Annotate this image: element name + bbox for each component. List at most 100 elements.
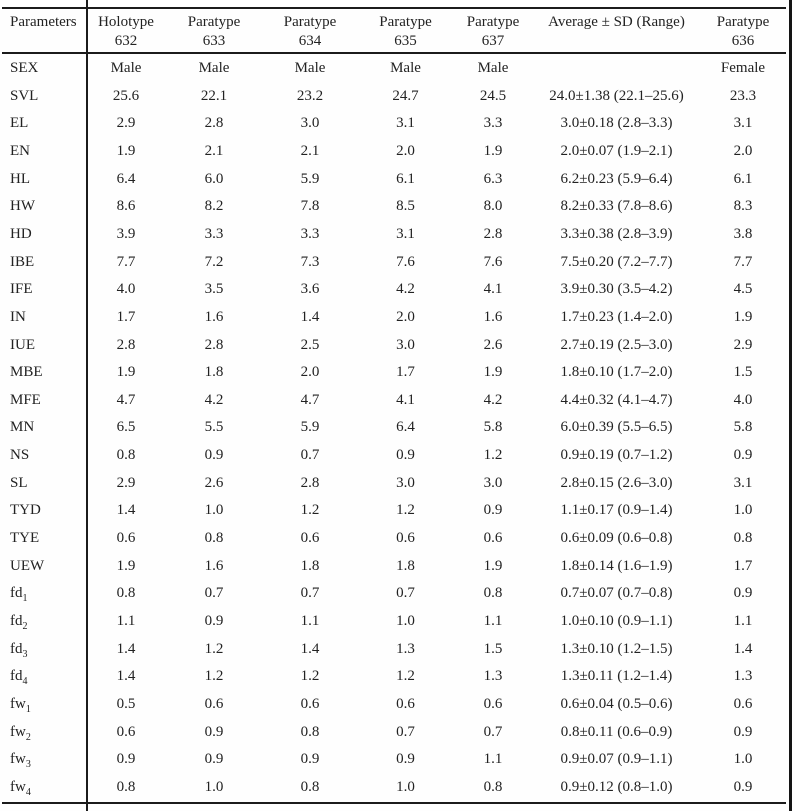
table-cell: 0.6 bbox=[396, 530, 415, 547]
table-row: fw2 0.6 0.9 0.8 0.7 0.7 0.8±0.11 (0.6–0.9) 0.9 bbox=[2, 718, 786, 746]
parameter-name: TYD bbox=[10, 502, 41, 519]
table-cell: Male bbox=[110, 59, 142, 76]
parameter-name: IFE bbox=[10, 281, 33, 298]
parameter-subscript: 2 bbox=[22, 621, 28, 633]
table-cell: 1.2 bbox=[483, 447, 503, 464]
table-cell: 1.9 bbox=[483, 142, 503, 159]
table-cell: 1.0 bbox=[733, 502, 753, 519]
table-cell: 3.0 bbox=[396, 474, 415, 491]
table-cell: 4.7 bbox=[300, 391, 320, 408]
table-cell: 6.0±0.39 (5.5–6.5) bbox=[560, 419, 673, 436]
table-cell: 4.2 bbox=[204, 391, 224, 408]
table-cell: 5.9 bbox=[300, 419, 320, 436]
row-parameter-label: TYE bbox=[2, 525, 86, 553]
table-cell: 0.7 bbox=[396, 723, 415, 740]
table-cell: 0.8 bbox=[116, 779, 136, 796]
table-cell: 0.9 bbox=[116, 751, 136, 768]
table-cell: 1.6 bbox=[204, 557, 224, 574]
table-row: IN 1.7 1.6 1.4 2.0 1.6 1.7±0.23 (1.4–2.0) 1.9 bbox=[2, 304, 786, 332]
table-cell: 2.9 bbox=[116, 115, 136, 132]
table-cell: 2.7±0.19 (2.5–3.0) bbox=[560, 336, 673, 353]
column-header-line2: 633 bbox=[202, 33, 226, 49]
column-header-line1: Paratype bbox=[283, 14, 337, 30]
column-header: Paratype 635 bbox=[358, 8, 453, 54]
column-header-line2: 637 bbox=[481, 33, 505, 49]
header-row: Parameters Holotype 632 Paratype 633 Paratyp… bbox=[2, 8, 786, 54]
table-row: HL 6.4 6.0 5.9 6.1 6.3 6.2±0.23 (5.9–6.4) 6.1 bbox=[2, 165, 786, 193]
table-cell: 1.3 bbox=[396, 640, 415, 657]
table-row: IBE 7.7 7.2 7.3 7.6 7.6 7.5±0.20 (7.2–7.7) 7.7 bbox=[2, 248, 786, 276]
table-cell: 3.1 bbox=[396, 225, 415, 242]
table-cell: 4.0 bbox=[116, 281, 136, 298]
parameter-name: MFE bbox=[10, 391, 41, 408]
parameter-name: SVL bbox=[10, 87, 39, 104]
table-cell: 1.3±0.10 (1.2–1.5) bbox=[560, 640, 673, 657]
table-cell: 2.6 bbox=[204, 474, 224, 491]
parameter-name: HD bbox=[10, 225, 32, 242]
table-cell: 1.7 bbox=[396, 364, 415, 381]
table-cell: 1.2 bbox=[396, 502, 415, 519]
table-cell: 1.0 bbox=[733, 751, 753, 768]
table-cell: 1.1 bbox=[483, 751, 503, 768]
table-row: fw1 0.5 0.6 0.6 0.6 0.6 0.6±0.04 (0.5–0.6) 0.6 bbox=[2, 691, 786, 719]
page-edge-line bbox=[789, 0, 792, 811]
parameters-header-label: Parameters bbox=[10, 14, 77, 30]
parameter-name: fw bbox=[10, 751, 26, 768]
table-cell: 0.7 bbox=[204, 585, 224, 602]
table-cell: 6.2±0.23 (5.9–6.4) bbox=[560, 170, 673, 187]
table-row: EL 2.9 2.8 3.0 3.1 3.3 3.0±0.18 (2.8–3.3) 3.1 bbox=[2, 110, 786, 138]
table-cell bbox=[533, 53, 700, 82]
parameter-name: HL bbox=[10, 170, 30, 187]
table-cell: 8.5 bbox=[396, 198, 415, 215]
table-cell: 4.2 bbox=[483, 391, 503, 408]
table-cell: 1.3 bbox=[483, 668, 503, 685]
table-cell: 0.8±0.11 (0.6–0.9) bbox=[560, 723, 673, 740]
parameter-name: MN bbox=[10, 419, 35, 436]
table-row: SL 2.9 2.6 2.8 3.0 3.0 2.8±0.15 (2.6–3.0) 3.1 bbox=[2, 469, 786, 497]
table-cell: 6.1 bbox=[396, 170, 415, 187]
column-header: Average ± SD (Range) bbox=[533, 8, 700, 54]
table-cell: 3.1 bbox=[733, 474, 753, 491]
table-cell: 1.1 bbox=[483, 613, 503, 630]
table-cell: 3.0 bbox=[396, 336, 415, 353]
table-cell: 1.4 bbox=[300, 308, 320, 325]
table-cell: 1.0 bbox=[204, 502, 224, 519]
table-cell: 7.7 bbox=[733, 253, 753, 270]
table-cell: 1.0 bbox=[204, 779, 224, 796]
parameter-subscript: 2 bbox=[25, 731, 31, 743]
table-cell: 8.0 bbox=[483, 198, 503, 215]
row-parameter-label: HL bbox=[2, 165, 86, 193]
row-parameter-label: fd1 bbox=[2, 580, 86, 608]
table-cell: 4.1 bbox=[483, 281, 503, 298]
table-cell: 8.6 bbox=[116, 198, 136, 215]
table-cell: 2.8±0.15 (2.6–3.0) bbox=[560, 474, 673, 491]
table-cell: 1.7 bbox=[116, 308, 136, 325]
table-cell: 1.8 bbox=[204, 364, 224, 381]
row-parameter-label: EN bbox=[2, 138, 86, 166]
table-cell: 1.8±0.14 (1.6–1.9) bbox=[560, 557, 673, 574]
table-row: EN 1.9 2.1 2.1 2.0 1.9 2.0±0.07 (1.9–2.1) 2.0 bbox=[2, 138, 786, 166]
parameter-subscript: 1 bbox=[22, 593, 28, 605]
table-cell: 8.2 bbox=[204, 198, 224, 215]
column-header-line1: Paratype bbox=[187, 14, 241, 30]
table-cell: 0.6 bbox=[483, 696, 503, 713]
table-cell: 0.7±0.07 (0.7–0.8) bbox=[560, 585, 673, 602]
row-parameter-label: SL bbox=[2, 469, 86, 497]
parameter-name: IBE bbox=[10, 253, 35, 270]
column-header-line2: 635 bbox=[394, 33, 417, 49]
parameters-column-separator-line bbox=[86, 0, 88, 811]
table-cell: 2.0 bbox=[396, 142, 415, 159]
parameter-name: IUE bbox=[10, 336, 35, 353]
table-cell: 23.3 bbox=[729, 87, 757, 104]
table-cell: 2.9 bbox=[733, 336, 753, 353]
row-parameter-label: fw2 bbox=[2, 718, 86, 746]
parameter-name: MBE bbox=[10, 364, 43, 381]
row-parameter-label: MN bbox=[2, 414, 86, 442]
table-cell: 2.6 bbox=[483, 336, 503, 353]
table-cell: 3.8 bbox=[733, 225, 753, 242]
row-parameter-label: IFE bbox=[2, 276, 86, 304]
table-cell: 2.0 bbox=[300, 364, 320, 381]
column-header-line2: 636 bbox=[731, 33, 755, 49]
parameter-subscript: 4 bbox=[22, 676, 28, 688]
